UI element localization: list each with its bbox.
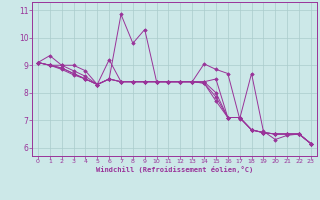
- X-axis label: Windchill (Refroidissement éolien,°C): Windchill (Refroidissement éolien,°C): [96, 166, 253, 173]
